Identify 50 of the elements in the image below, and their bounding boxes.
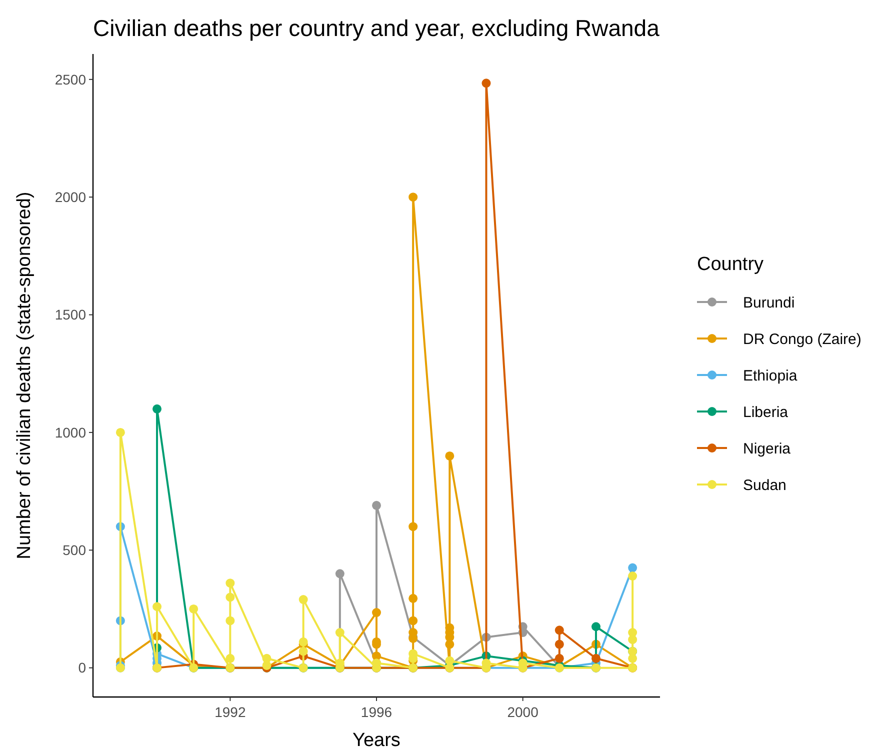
y-tick-label: 2500 — [54, 71, 86, 88]
point — [152, 602, 162, 612]
point — [554, 640, 564, 649]
point — [372, 500, 381, 510]
y-tick-label: 1500 — [54, 306, 86, 323]
point — [591, 654, 600, 663]
legend-label: Nigeria — [743, 440, 792, 458]
point — [226, 578, 235, 588]
y-tick-label: 500 — [62, 542, 86, 558]
chart-title: Civilian deaths per country and year, excluding Rwanda — [93, 15, 660, 41]
legend-label: DR Congo (Zaire) — [743, 330, 862, 348]
point — [408, 522, 418, 532]
point — [116, 428, 125, 437]
point — [628, 563, 638, 572]
point — [372, 608, 381, 618]
point — [554, 626, 564, 635]
point — [408, 192, 418, 202]
point — [262, 654, 272, 663]
point — [226, 654, 235, 663]
y-axis-title: Number of civilian deaths (state-sponsored) — [14, 192, 35, 560]
x-tick-label: 2000 — [507, 704, 539, 720]
point — [591, 622, 600, 632]
point — [628, 572, 638, 581]
point — [335, 628, 344, 638]
x-tick-label: 1992 — [214, 704, 246, 720]
point — [445, 656, 454, 666]
point — [226, 592, 235, 602]
point — [298, 646, 308, 656]
point — [408, 616, 418, 626]
x-axis-title: Years — [352, 730, 400, 749]
y-tick-label: 2000 — [54, 189, 86, 205]
y-tick-label: 1000 — [54, 424, 86, 440]
point — [152, 404, 162, 414]
legend-label: Liberia — [743, 404, 789, 421]
point — [408, 594, 418, 603]
point — [298, 637, 308, 646]
y-tick-label: 0 — [78, 660, 86, 676]
point — [189, 604, 198, 614]
legend-label: Sudan — [743, 476, 786, 494]
legend-label: Ethiopia — [743, 367, 798, 384]
point — [628, 628, 638, 638]
legend-title: Country — [697, 254, 764, 275]
point — [445, 451, 454, 460]
point — [335, 569, 344, 578]
point — [298, 595, 308, 604]
point — [554, 654, 564, 663]
point — [482, 78, 491, 88]
legend-label: Burundi — [743, 294, 795, 312]
x-tick-label: 1996 — [360, 704, 392, 720]
point — [226, 616, 235, 626]
